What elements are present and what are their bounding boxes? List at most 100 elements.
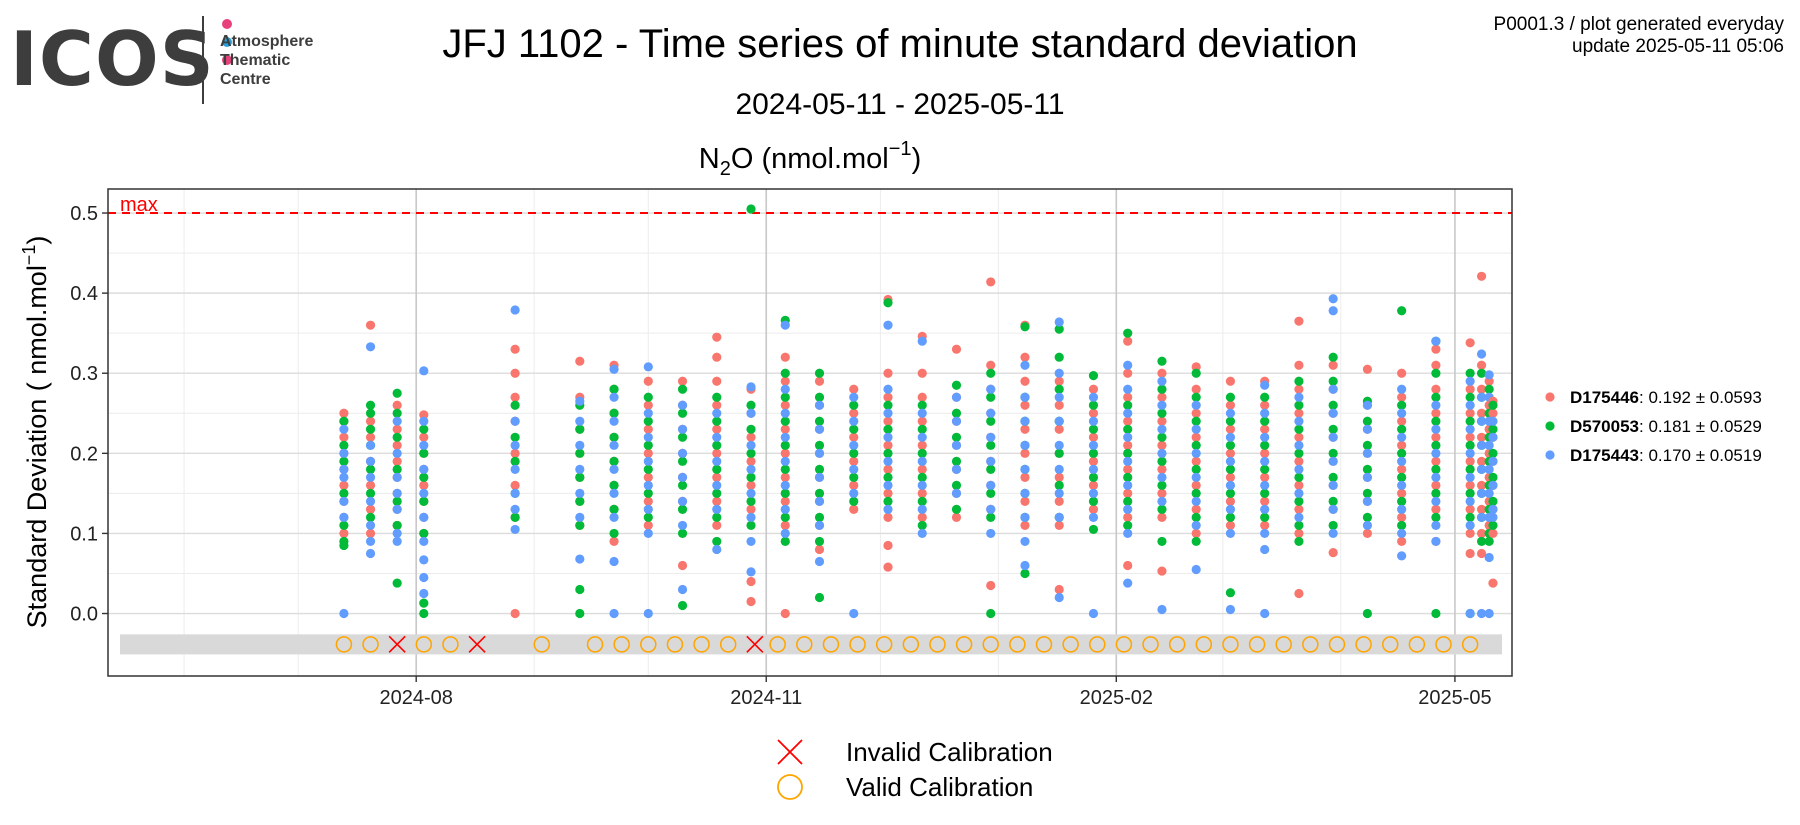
data-point-D175443 [609,488,619,498]
data-point-D175443 [609,556,619,567]
data-point-D175443 [1225,408,1236,418]
data-point-D175443 [917,432,927,442]
valid-calibration-marker [1142,636,1159,653]
legend-key-D175443 [1545,450,1555,460]
data-point-D175446 [1294,360,1304,370]
data-point-D175446 [643,496,653,506]
data-point-D570053 [712,440,722,450]
data-point-D175443 [1397,551,1407,561]
data-point-D175446 [1484,376,1494,386]
data-point-D175443 [643,362,653,372]
data-point-D175443 [1191,400,1201,410]
data-point-D570053 [849,448,859,458]
data-point-D175443 [392,504,402,514]
data-point-D175443 [1328,294,1338,304]
data-point-D175446 [510,392,520,402]
data-point-D570053 [917,424,927,434]
data-point-D175443 [917,408,927,418]
data-point-D175446 [1157,464,1167,474]
data-point-D175443 [510,524,520,535]
data-point-D175443 [883,408,893,418]
data-point-D175446 [1397,440,1407,450]
data-point-D175446 [917,440,927,450]
data-point-D175446 [1260,520,1270,531]
data-point-D175443 [712,504,722,514]
data-point-D175446 [1123,512,1133,523]
data-point-D570053 [1157,456,1167,466]
data-point-D175443 [1088,416,1099,426]
data-point-D175446 [677,560,688,571]
data-point-D175446 [1465,480,1475,490]
data-point-D175446 [643,472,653,482]
data-point-D570053 [1465,440,1475,450]
data-point-D175446 [1328,360,1338,370]
data-point-D570053 [609,408,619,418]
date-range-subtitle: 2024-05-11 - 2025-05-11 [735,88,1065,121]
data-point-D175446 [1476,271,1487,281]
data-point-D175443 [1488,456,1498,466]
data-point-D570053 [1431,440,1441,450]
data-point-D175443 [1484,488,1494,498]
legend-series-name: D570053 [1570,417,1639,436]
data-point-D175446 [1123,440,1133,450]
data-point-D175443 [1465,400,1475,410]
data-point-D175443 [986,408,996,418]
data-point-D175446 [510,608,520,619]
data-point-D175443 [849,464,859,474]
data-point-D175443 [1191,448,1201,458]
data-point-D570053 [1225,464,1236,474]
data-point-D570053 [392,578,402,588]
data-point-D175446 [1157,512,1167,523]
data-point-D175446 [883,440,893,450]
data-point-D570053 [643,416,653,426]
data-point-D175443 [1465,520,1475,531]
y-tick-label: 0.3 [70,363,98,385]
data-point-D175443 [712,480,722,490]
data-point-D570053 [1088,448,1099,458]
data-point-D175446 [712,376,722,386]
data-point-D570053 [419,608,429,619]
data-point-D570053 [419,598,429,608]
data-point-D175446 [1123,336,1133,346]
data-point-D570053 [951,408,962,418]
data-point-D175443 [1362,424,1373,434]
data-point-D570053 [883,400,893,410]
data-point-D570053 [1294,400,1304,410]
data-point-D570053 [1157,356,1167,366]
data-point-D175446 [510,368,520,378]
data-point-D175443 [951,464,962,474]
data-point-D175443 [1328,432,1338,442]
data-point-D570053 [1362,416,1373,426]
data-point-D175443 [365,548,376,559]
data-point-D175443 [917,504,927,514]
valid-calibration-marker [586,636,604,653]
data-point-D175443 [712,456,722,466]
data-point-D175443 [1488,480,1498,490]
data-point-D175443 [1397,504,1407,514]
data-point-D570053 [1123,400,1133,410]
page-title: JFJ 1102 - Time series of minute standar… [442,22,1358,66]
data-point-D175443 [392,448,402,458]
data-point-D570053 [643,488,653,498]
data-point-D175443 [1123,360,1133,370]
data-point-D175446 [1488,578,1498,588]
data-point-D175443 [746,440,756,450]
plot-meta-line-1: P0001.3 / plot generated everyday [1493,14,1784,35]
data-point-D175446 [883,540,893,551]
data-point-D175446 [883,368,893,378]
data-point-D570053 [339,536,349,547]
y-tick-label: 0.1 [70,523,98,545]
data-point-D175446 [510,448,520,458]
data-point-D175443 [365,536,376,547]
data-point-D570053 [1088,496,1099,506]
data-point-D570053 [643,392,653,402]
data-point-D175443 [1431,472,1441,482]
data-point-D175443 [1225,604,1236,615]
data-point-D175443 [1397,528,1407,539]
data-point-D175446 [780,400,790,410]
logo-line-2: Thematic [220,52,291,69]
data-point-D175443 [814,400,825,410]
data-point-D175446 [917,488,927,498]
data-point-D175446 [1476,480,1487,490]
data-point-D175446 [1054,400,1064,410]
